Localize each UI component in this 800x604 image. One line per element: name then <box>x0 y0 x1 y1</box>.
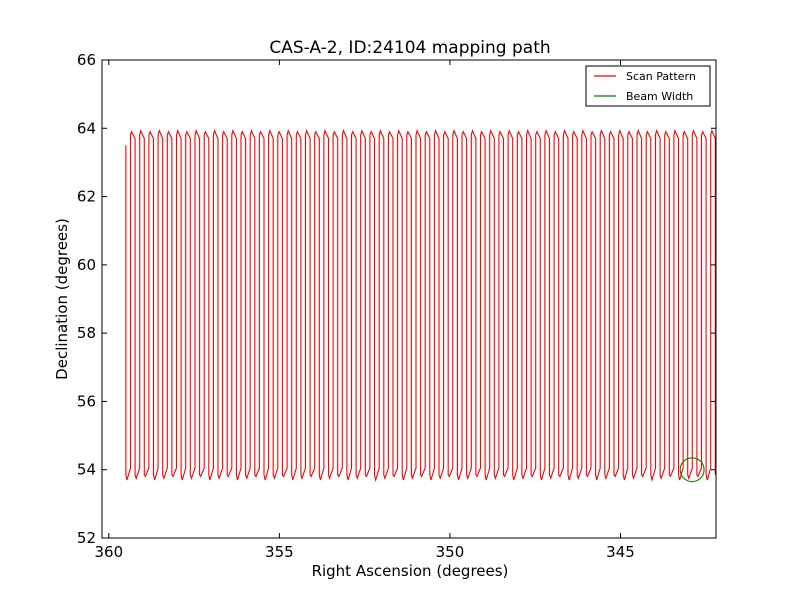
x-tick-label: 345 <box>606 543 635 561</box>
y-tick-label: 62 <box>77 188 96 206</box>
x-axis: 360 355 350 345 <box>95 60 635 561</box>
y-tick-label: 52 <box>77 529 96 547</box>
y-tick-label: 66 <box>77 51 96 69</box>
x-tick-label: 360 <box>95 543 124 561</box>
chart-title: CAS-A-2, ID:24104 mapping path <box>269 38 550 58</box>
y-axis-label: Declination (degrees) <box>53 218 71 380</box>
y-tick-label: 58 <box>77 324 96 342</box>
legend-label-beam-width: Beam Width <box>626 90 693 103</box>
beam-width-circle <box>679 457 705 483</box>
y-tick-label: 60 <box>77 256 96 274</box>
scan-pattern-line <box>125 129 716 483</box>
axes-frame <box>101 59 717 539</box>
legend-box <box>585 65 711 107</box>
axes-background <box>102 60 716 538</box>
y-tick-label: 64 <box>77 119 96 137</box>
y-tick-label: 54 <box>77 461 96 479</box>
x-tick-label: 350 <box>436 543 465 561</box>
y-axis: 52 54 56 58 60 62 64 66 <box>77 51 716 547</box>
x-axis-label: Right Ascension (degrees) <box>312 562 509 580</box>
legend-label-scan-pattern: Scan Pattern <box>626 70 696 83</box>
plot-area <box>101 59 717 539</box>
series-layer <box>125 129 716 483</box>
y-tick-label: 56 <box>77 392 96 410</box>
legend: Scan Pattern Beam Width <box>585 65 711 107</box>
x-tick-label: 355 <box>265 543 294 561</box>
